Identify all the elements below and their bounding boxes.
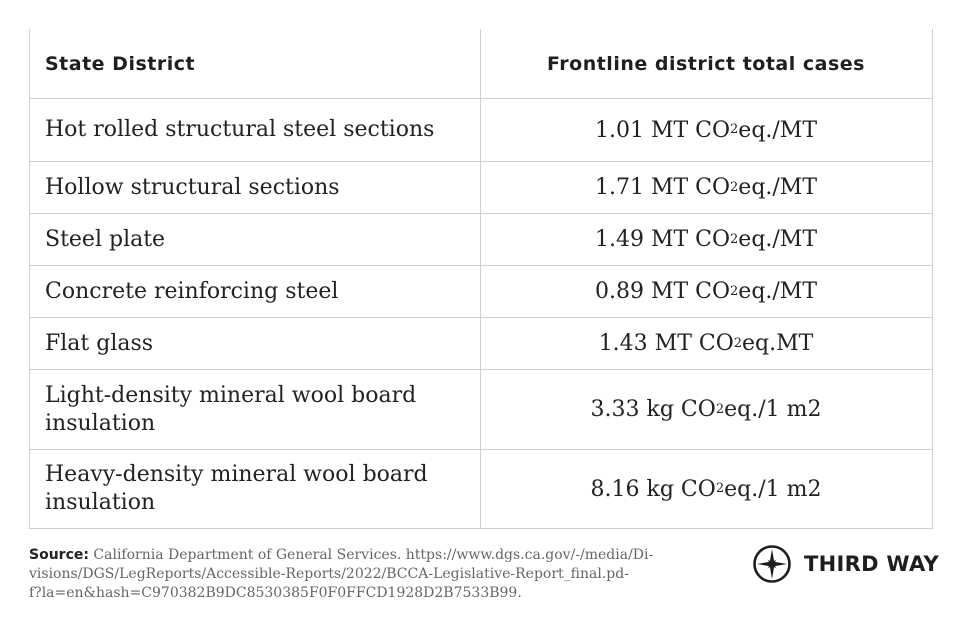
material-cell: Light-density mineral wool board insulat… bbox=[30, 370, 481, 449]
table-row: Heavy-density mineral wool board insulat… bbox=[30, 449, 932, 528]
material-cell: Heavy-density mineral wool board insulat… bbox=[30, 450, 481, 528]
compass-star-icon bbox=[753, 545, 791, 583]
logo-text: THIRD WAY bbox=[804, 552, 939, 576]
value-cell: 1.01 MT CO 2 eq./MT bbox=[594, 117, 818, 143]
source-text-line2: visions/DGS/LegReports/Accessible-Report… bbox=[29, 566, 629, 582]
header-frontline-cases: Frontline district total cases bbox=[547, 52, 865, 75]
value-cell: 0.89 MT CO 2 eq./MT bbox=[594, 279, 818, 304]
value-cell: 8.16 kg CO 2 eq./1 m2 bbox=[590, 476, 822, 502]
value-cell: 1.49 MT CO 2 eq./MT bbox=[594, 227, 818, 252]
source-label: Source: bbox=[29, 547, 89, 563]
material-cell: Flat glass bbox=[30, 318, 481, 369]
material-cell: Hollow structural sections bbox=[30, 162, 481, 213]
table-row: Flat glass 1.43 MT CO 2 eq.MT bbox=[30, 317, 932, 369]
header-state-district: State District bbox=[30, 29, 481, 98]
value-cell: 1.71 MT CO 2 eq./MT bbox=[594, 175, 818, 200]
table-row: Steel plate 1.49 MT CO 2 eq./MT bbox=[30, 213, 932, 265]
emissions-table: State District Frontline district total … bbox=[29, 29, 933, 529]
material-cell: Concrete reinforcing steel bbox=[30, 266, 481, 317]
value-cell: 3.33 kg CO 2 eq./1 m2 bbox=[590, 397, 822, 422]
value-cell: 1.43 MT CO 2 eq.MT bbox=[598, 331, 814, 356]
table-row: Hollow structural sections 1.71 MT CO 2 e… bbox=[30, 161, 932, 213]
source-text-line3: f?la=en&hash=C970382B9DC8530385F0F0FFCD1… bbox=[29, 585, 522, 601]
material-cell: Hot rolled structural steel sections bbox=[30, 99, 481, 161]
source-note: Source: California Department of General… bbox=[29, 546, 689, 603]
table-header-row: State District Frontline district total … bbox=[30, 29, 932, 98]
table-row: Light-density mineral wool board insulat… bbox=[30, 369, 932, 449]
third-way-logo: THIRD WAY bbox=[752, 544, 939, 584]
table-row: Concrete reinforcing steel 0.89 MT CO 2 e… bbox=[30, 265, 932, 317]
source-text-line1: California Department of General Service… bbox=[88, 547, 654, 563]
material-cell: Steel plate bbox=[30, 214, 481, 265]
table-row: Hot rolled structural steel sections 1.0… bbox=[30, 98, 932, 161]
